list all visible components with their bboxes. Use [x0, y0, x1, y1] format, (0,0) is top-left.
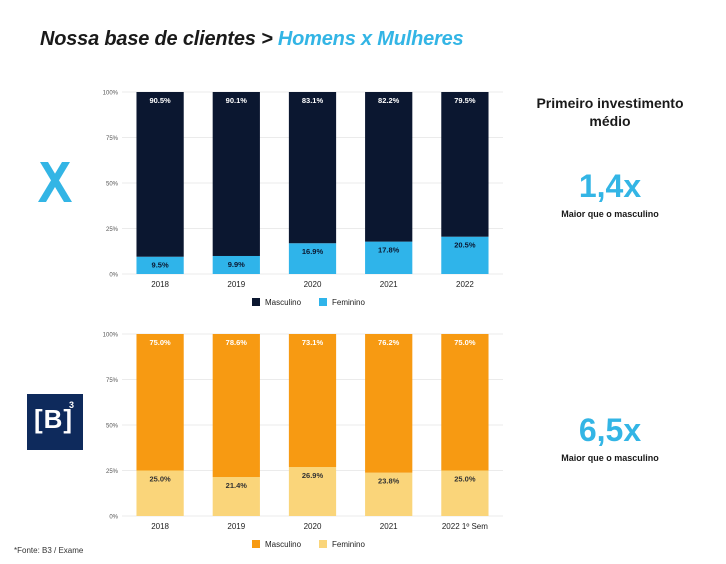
b3-label-feminino: 25.0%	[454, 475, 476, 484]
b3-logo: [B] 3	[27, 394, 83, 450]
b3-category-label: 2018	[151, 522, 169, 531]
chart-b3-gender: 0% 25% 50% 75% 100% 75.0% 25.0% 2018 78.6% 21.4% 2…	[103, 333, 503, 549]
b3-label-feminino: 21.4%	[226, 481, 248, 490]
panel-top-heading: Primeiro investimento médio	[536, 95, 684, 129]
xp-legend-swatch-feminino	[319, 298, 327, 306]
title-main: Nossa base de clientes >	[40, 28, 278, 50]
b3-ytick-label: 0%	[109, 515, 118, 521]
b3-label-feminino: 25.0%	[149, 475, 171, 484]
xp-legend-swatch-masculino	[252, 298, 260, 306]
b3-bar-masculino	[441, 334, 489, 471]
panel-top-note: Maior que o masculino	[561, 209, 659, 219]
b3-category-label: 2021	[380, 522, 398, 531]
b3-category-label: 2020	[304, 522, 322, 531]
xp-label-masculino: 83.1%	[302, 96, 324, 105]
b3-legend-feminino: Feminino	[332, 540, 365, 549]
b3-legend-masculino: Masculino	[265, 540, 302, 549]
b3-logo-sup: 3	[69, 400, 75, 410]
xp-bar-masculino	[136, 92, 184, 257]
xp-category-label: 2019	[227, 280, 245, 289]
xp-label-feminino: 16.9%	[302, 247, 324, 256]
xp-bar-masculino	[441, 92, 489, 237]
b3-ytick-label: 25%	[106, 469, 119, 475]
b3-bar-masculino	[365, 334, 413, 473]
xp-category-label: 2020	[304, 280, 322, 289]
xp-legend-masculino: Masculino	[265, 298, 302, 307]
xp-label-feminino: 9.5%	[152, 261, 169, 270]
b3-label-feminino: 26.9%	[302, 471, 324, 480]
title-highlight: Homens x Mulheres	[277, 28, 464, 50]
b3-bar-feminino	[441, 470, 489, 516]
xp-ytick-label: 0%	[109, 273, 118, 279]
b3-label-masculino: 78.6%	[226, 338, 248, 347]
xp-bar-feminino	[365, 241, 413, 274]
panel-bottom-note: Maior que o masculino	[561, 453, 659, 463]
page-title: Nossa base de clientes > Homens x Mulher…	[40, 28, 464, 51]
b3-bar-feminino	[365, 472, 413, 516]
xp-ytick-label: 75%	[106, 136, 119, 142]
xp-label-masculino: 79.5%	[454, 96, 476, 105]
b3-category-label: 2022 1º Sem	[442, 522, 488, 531]
panel-bottom: 6,5x Maior que o masculino	[525, 412, 695, 463]
panel-bottom-value: 6,5x	[578, 412, 642, 448]
xp-ytick-label: 100%	[103, 91, 119, 97]
xp-label-feminino: 20.5%	[454, 241, 476, 250]
xp-category-label: 2021	[380, 280, 398, 289]
xp-bar-masculino	[288, 92, 337, 244]
b3-ytick-label: 75%	[106, 378, 119, 384]
xp-label-masculino: 90.5%	[149, 96, 171, 105]
xp-bar-feminino	[288, 243, 337, 274]
xp-logo-stroke-b	[38, 162, 70, 202]
b3-label-masculino: 75.0%	[149, 338, 171, 347]
b3-label-masculino: 73.1%	[302, 338, 324, 347]
xp-bar-feminino	[212, 255, 260, 274]
b3-bar-feminino	[288, 467, 337, 516]
b3-bar-masculino	[212, 334, 260, 478]
panel-top: Primeiro investimento médio 1,4x Maior q…	[525, 94, 695, 219]
b3-logo-text: [B]	[34, 404, 74, 434]
xp-legend-feminino: Feminino	[332, 298, 365, 307]
xp-logo	[38, 162, 72, 202]
xp-bar-masculino	[365, 92, 413, 242]
xp-category-label: 2022	[456, 280, 474, 289]
xp-ytick-label: 25%	[106, 227, 119, 233]
b3-bar-feminino	[136, 470, 184, 516]
b3-bar-feminino	[212, 477, 260, 516]
b3-legend-swatch-feminino	[319, 540, 327, 548]
b3-label-masculino: 76.2%	[378, 338, 400, 347]
xp-bar-feminino	[136, 256, 184, 274]
panel-top-value: 1,4x	[578, 168, 642, 204]
xp-label-masculino: 82.2%	[378, 96, 400, 105]
source-note: *Fonte: B3 / Exame	[14, 546, 84, 555]
b3-legend-swatch-masculino	[252, 540, 260, 548]
xp-label-feminino: 9.9%	[228, 260, 245, 269]
xp-label-masculino: 90.1%	[226, 96, 248, 105]
b3-category-label: 2019	[227, 522, 245, 531]
xp-bar-masculino	[212, 92, 260, 256]
xp-ytick-label: 50%	[106, 182, 119, 188]
b3-label-masculino: 75.0%	[454, 338, 476, 347]
b3-ytick-label: 100%	[103, 333, 119, 339]
xp-bar-feminino	[441, 236, 489, 274]
chart-xp-gender: 0% 25% 50% 75% 100% 90.5% 9.5% 2018 90.1% 9.9% 201…	[103, 91, 503, 307]
b3-label-feminino: 23.8%	[378, 477, 400, 486]
b3-bar-masculino	[136, 334, 184, 471]
xp-label-feminino: 17.8%	[378, 246, 400, 255]
b3-ytick-label: 50%	[106, 424, 119, 430]
xp-category-label: 2018	[151, 280, 169, 289]
b3-bar-masculino	[288, 334, 337, 468]
